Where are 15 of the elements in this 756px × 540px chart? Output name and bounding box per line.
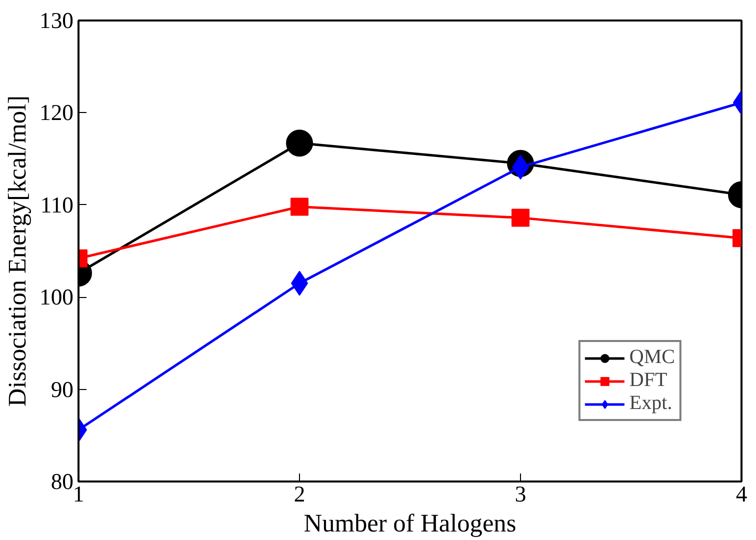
legend-label: DFT: [629, 369, 668, 392]
legend-label: Expt.: [629, 392, 672, 415]
y-tick-label: 100: [40, 284, 74, 310]
y-tick-label: 80: [50, 469, 74, 494]
x-tick-label: 1: [72, 482, 84, 506]
x-axis-title: Number of Halogens: [304, 510, 516, 538]
y-tick-label: 130: [40, 8, 74, 33]
x-tick-label: 3: [514, 482, 526, 506]
y-tick-label: 120: [40, 100, 74, 126]
legend-label: QMC: [629, 346, 675, 369]
y-tick-label: 110: [40, 192, 74, 218]
x-tick-label: 4: [736, 482, 748, 506]
y-axis-title: Dissociation Energy[kcal/mol]: [4, 95, 32, 407]
x-tick-label: 2: [294, 482, 306, 506]
y-tick-label: 90: [50, 376, 74, 402]
